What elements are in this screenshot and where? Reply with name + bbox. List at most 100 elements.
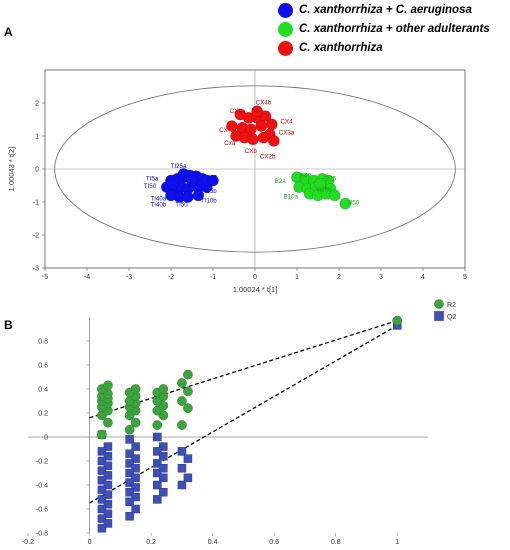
score-point-label: B16b [317, 186, 332, 193]
q2-point [177, 463, 187, 473]
q2-point [97, 495, 107, 504]
score-point-label: CX2b [260, 153, 276, 160]
permutation-legend: R2 Q2 [434, 299, 456, 321]
score-plot-ytick-label: -2 [33, 233, 39, 240]
r2-point [177, 378, 187, 388]
score-plot-xtick-label: 1 [295, 274, 299, 281]
score-point [226, 120, 238, 132]
q2-point [97, 504, 107, 514]
q2-point [153, 495, 162, 504]
q2-point [153, 468, 162, 478]
legend-label-aeruginosa: C. xanthorrhiza + C. aeruginosa [299, 4, 472, 16]
score-plot-xtick-label: -3 [126, 274, 132, 281]
r2-point [130, 417, 141, 428]
score-plot-ylabel: 1.00043 * t[2] [7, 147, 16, 192]
q2-point [183, 454, 193, 463]
score-point-label: TI10b [201, 198, 217, 205]
legend-label-xanthorrhiza: C. xanthorrhiza [299, 42, 383, 54]
r2-point [177, 420, 187, 430]
q2-point [125, 478, 134, 487]
legend-item-aeruginosa: C. xanthorrhiza + C. aeruginosa [278, 2, 472, 18]
score-point [177, 168, 190, 180]
score-plot-xtick-label: 0 [253, 274, 257, 281]
score-plot-ytick-label: -3 [33, 266, 39, 273]
q2-point [97, 466, 107, 475]
r2-point [392, 315, 403, 326]
score-point-label: B50 [348, 200, 360, 207]
q2-point [125, 459, 134, 468]
q2-point [159, 487, 168, 497]
q2-point [125, 435, 134, 444]
hotelling-ellipse [54, 85, 456, 253]
score-point-label: TI40b [150, 201, 166, 208]
score-point-label: CX1a [230, 108, 246, 115]
q2-point [103, 471, 113, 480]
score-point-label: TI50 [175, 201, 188, 208]
r2-point [183, 386, 193, 397]
permutation-marks [89, 315, 403, 533]
q2-point [153, 432, 162, 442]
q2-point [153, 480, 162, 490]
r2-point [103, 380, 113, 391]
permutation-axes: -0.2 0 0.2 0.4 0.6 0.8 1 -0.8 -0.6 -0.4 -0.2 0 0.2 0.… [22, 317, 428, 546]
r2-point [152, 420, 163, 430]
score-plot-ytick-label: -1 [33, 200, 39, 207]
score-point-label: TI50 [144, 183, 157, 190]
score-point [265, 118, 278, 131]
permutation-ytick-label: -0.6 [36, 507, 48, 514]
q2-point [97, 475, 107, 485]
q2-point [153, 459, 162, 468]
score-point-label: CX4 [280, 118, 293, 125]
legend-item-adulterants: C. xanthorrhiza + other adulterants [278, 21, 490, 37]
regression-line-r2 [89, 319, 398, 419]
score-plot-xtick-label: -1 [210, 274, 216, 281]
q2-point [97, 523, 107, 533]
q2-point [131, 492, 140, 502]
legend-swatch-adulterants [278, 21, 293, 37]
r2-point [183, 403, 193, 414]
score-point [186, 174, 198, 187]
score-plot-xtick-label: -4 [84, 274, 90, 281]
legend-swatch-xanthorrhiza [278, 40, 293, 56]
score-plot-xtick-label: -2 [168, 274, 174, 281]
q2-point [103, 509, 113, 519]
score-point-label: B2a [275, 178, 287, 185]
score-point-label: B25 [325, 176, 337, 183]
score-point-label: TI5a [146, 176, 159, 183]
score-point-label: B10a [283, 194, 298, 201]
q2-point [125, 468, 134, 478]
score-plot-xtick-label: 4 [421, 274, 425, 281]
permutation-xtick-label: 0.2 [146, 539, 156, 546]
score-point [257, 131, 270, 144]
score-point-label: CX4b [256, 100, 272, 107]
q2-point [131, 454, 140, 463]
score-plot-ytick-label: 0 [35, 167, 39, 174]
score-point-label: CXb [245, 148, 258, 155]
q2-point [131, 483, 140, 492]
score-plot-xtick-label: 2 [337, 274, 341, 281]
q2-point [125, 487, 134, 497]
q2-point [97, 485, 107, 495]
score-point [192, 189, 205, 202]
q2-point [125, 511, 134, 521]
r2-point [103, 417, 113, 428]
q2-point [103, 461, 113, 471]
q2-point [103, 442, 113, 451]
permutation-chart: -0.2 0 0.2 0.4 0.6 0.8 1 -0.8 -0.6 -0.4 -0.2 0 0.2 0.… [22, 299, 456, 546]
q2-point [103, 480, 113, 490]
permutation-ytick-label: 0.4 [38, 387, 48, 394]
legend-label-r2: R2 [447, 302, 456, 309]
score-point [339, 197, 352, 210]
permutation-ytick-label: -0.4 [36, 483, 48, 490]
legend-label-q2: Q2 [447, 314, 456, 321]
score-point-label: TI25b [201, 188, 217, 195]
permutation-xtick-label: 0.8 [331, 539, 341, 546]
score-point-label: TI25 [205, 175, 218, 182]
legend-label-adulterants: C. xanthorrhiza + other adulterants [299, 23, 490, 35]
q2-point [131, 473, 140, 483]
q2-point [125, 449, 134, 459]
q2-point [125, 497, 134, 507]
score-point [328, 189, 341, 202]
score-point [207, 174, 219, 187]
